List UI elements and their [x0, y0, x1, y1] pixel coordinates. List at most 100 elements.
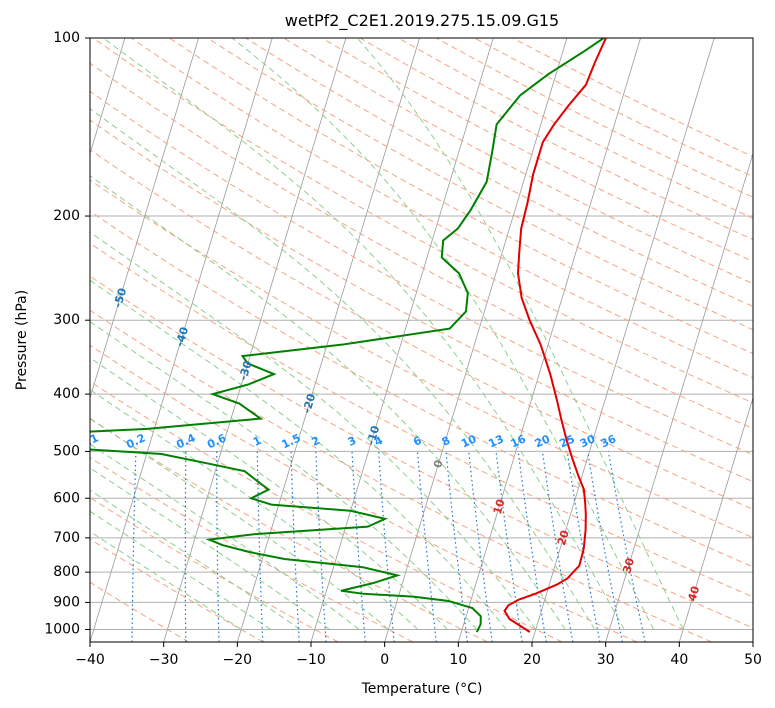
- mixing-ratio-line: [587, 451, 623, 642]
- mixing-ratio-label: 20: [533, 432, 553, 450]
- y-tick-label: 1000: [44, 621, 80, 637]
- isotherm-label: -70: [0, 177, 15, 200]
- dry-adiabat-line: [92, 38, 753, 404]
- plot-area: -100-90-80-70-60-50-40-30-20-1000.10.20.…: [0, 37, 754, 643]
- mixing-ratio-label: 10: [459, 432, 479, 450]
- isotherm-line: [90, 38, 273, 642]
- mixing-ratio-line: [315, 451, 327, 642]
- plot-frame: [89, 37, 754, 643]
- y-tick-label: 300: [53, 312, 80, 328]
- isotherm-line: [163, 38, 347, 642]
- mixing-ratio-line: [351, 451, 366, 642]
- profile-lines: [90, 38, 607, 633]
- moist-adiabat-line: [90, 467, 330, 630]
- moist-adiabat-line: [90, 489, 301, 630]
- dry-adiabat-line: [90, 380, 563, 642]
- mixing-ratio-line: [468, 451, 493, 642]
- mixing-ratio-label: 0.1: [77, 431, 100, 451]
- isotherm-line: [236, 38, 420, 642]
- dry-adiabat-line: [90, 149, 753, 510]
- dewpoint-line: [90, 38, 605, 633]
- mixing-ratio-label: 30: [578, 432, 598, 450]
- dry-adiabat-line: [90, 90, 753, 456]
- moist-adiabat-line: [90, 357, 448, 630]
- isotherm-label: -10: [364, 424, 382, 447]
- mixing-ratio-line: [607, 451, 646, 642]
- dry-adiabat-line: [359, 38, 753, 241]
- isotherm-line: [752, 640, 753, 642]
- isotherm-label: 0: [431, 458, 446, 469]
- y-tick-label: 500: [53, 443, 80, 459]
- mixing-ratio-line: [517, 451, 547, 642]
- isotherm-label: -30: [237, 359, 255, 382]
- mixing-ratio-line: [416, 451, 438, 642]
- mixing-ratio-label: 16: [509, 432, 529, 450]
- moist-adiabat-line: [90, 108, 596, 630]
- mixing-ratio-line: [184, 451, 187, 642]
- moist-adiabat-line: [90, 389, 419, 630]
- mixing-ratio-line: [495, 451, 523, 642]
- mixing-ratio-line: [378, 451, 395, 642]
- dry-adiabat-line: [90, 179, 753, 539]
- x-tick-label: −10: [296, 652, 326, 668]
- mixing-ratio-label: 36: [599, 432, 619, 450]
- line-labels: -100-90-80-70-60-50-40-30-20-1000.10.20.…: [0, 177, 702, 603]
- y-tick-label: 100: [53, 30, 80, 46]
- isotherm-line: [605, 152, 753, 642]
- dry-adiabat-line: [90, 309, 712, 642]
- mixing-ratio-label: 25: [557, 432, 576, 450]
- y-tick-label: 400: [53, 386, 80, 402]
- x-tick-label: 20: [523, 652, 541, 668]
- mixing-ratio-label: 13: [486, 432, 505, 450]
- mixing-ratio-line: [216, 451, 220, 642]
- mixing-ratio-label: 1.5: [280, 431, 303, 451]
- isotherm-line: [457, 38, 641, 642]
- mixing-ratio-label: 0.6: [205, 431, 228, 451]
- mixing-ratio-label: 6: [411, 434, 424, 449]
- isotherm-label: -40: [173, 325, 191, 348]
- y-tick-label: 800: [53, 564, 80, 580]
- x-tick-label: −30: [149, 652, 179, 668]
- x-tick-label: 50: [744, 652, 762, 668]
- dry-adiabat-line: [207, 38, 753, 331]
- background-lines: [90, 38, 753, 642]
- moist-adiabat-line: [90, 175, 566, 630]
- x-tick-label: −40: [75, 652, 105, 668]
- moist-adiabat-line: [90, 417, 389, 630]
- mixing-ratio-line: [566, 451, 601, 642]
- isotherm-label: -60: [53, 235, 71, 258]
- isotherm-label: -50: [111, 286, 129, 309]
- dry-adiabat-line: [436, 38, 753, 198]
- y-tick-label: 200: [53, 208, 80, 224]
- isotherm-line: [90, 38, 199, 400]
- x-tick-label: 10: [449, 652, 467, 668]
- moist-adiabat-line: [90, 231, 537, 630]
- y-tick-label: 900: [53, 594, 80, 610]
- y-tick-label: 700: [53, 530, 80, 546]
- dry-adiabat-line: [474, 38, 753, 178]
- mixing-ratio-label: 0.2: [124, 431, 147, 451]
- mixing-ratio-label: 8: [440, 434, 452, 449]
- temperature-label: 40: [685, 584, 702, 603]
- moist-adiabat-line: [231, 38, 655, 630]
- x-axis: −40 −30 −20 −10 0 10 20 30 40 50: [75, 642, 762, 668]
- mixing-ratio-line: [131, 451, 137, 642]
- mixing-ratio-line: [541, 451, 574, 642]
- x-tick-label: −20: [223, 652, 253, 668]
- temperature-label: 20: [555, 528, 572, 547]
- mixing-ratio-label: 3: [346, 434, 358, 449]
- dry-adiabat-line: [90, 62, 753, 430]
- isotherm-line: [531, 38, 715, 642]
- temperature-label: 10: [491, 497, 508, 516]
- dry-adiabat-line: [90, 418, 488, 642]
- isotherm-line: [310, 38, 494, 642]
- dry-adiabat-line: [90, 581, 190, 642]
- dry-adiabat-line: [90, 210, 753, 568]
- moist-adiabat-line: [90, 279, 507, 630]
- isotherm-label: -20: [300, 392, 318, 415]
- x-axis-title: Temperature (°C): [361, 681, 483, 697]
- x-tick-label: 40: [670, 652, 688, 668]
- moist-adiabat-line: [90, 510, 271, 630]
- x-tick-label: 0: [380, 652, 389, 668]
- moist-adiabat-line: [356, 38, 684, 630]
